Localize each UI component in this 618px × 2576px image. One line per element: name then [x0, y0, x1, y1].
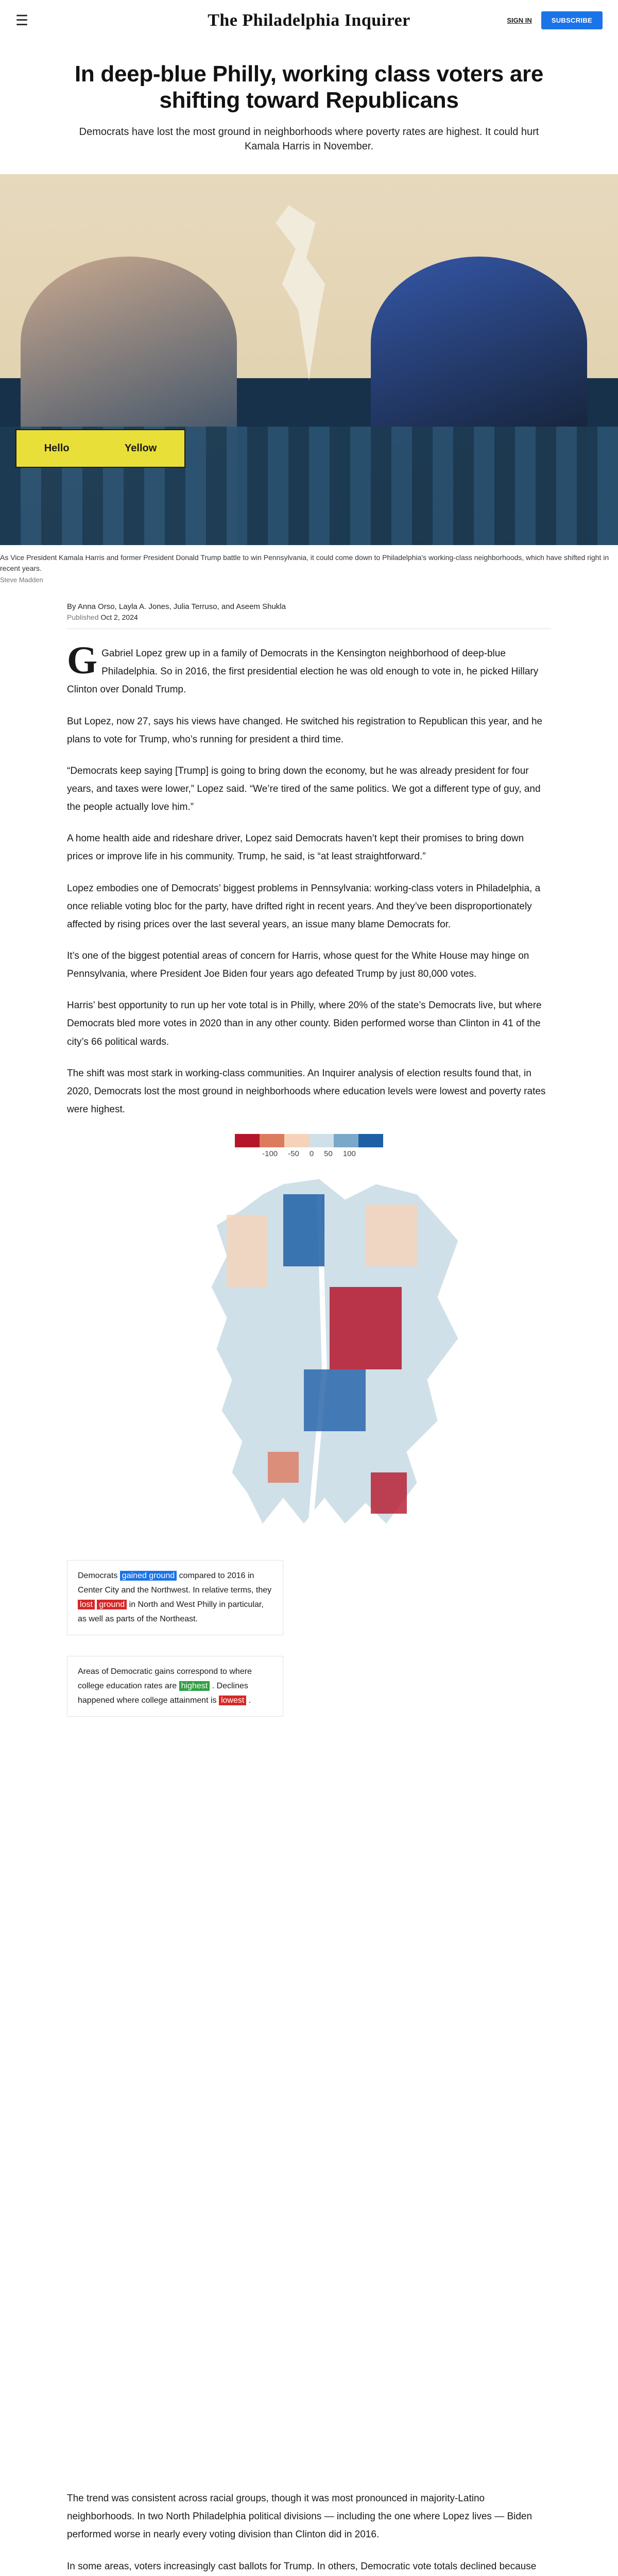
legend-swatch-100	[334, 1134, 358, 1147]
sign-in-link[interactable]: SIGN IN	[507, 16, 531, 24]
article-body-wrap: By Anna Orso, Layla A. Jones, Julia Terr…	[0, 584, 618, 2576]
map-section: -100 -50 0 50 100	[67, 1134, 551, 1717]
choropleth-map-wrap	[67, 1163, 551, 1555]
legend-swatch-0	[284, 1134, 309, 1147]
map-caption-1: Democrats gained ground compared to 2016…	[67, 1560, 283, 1635]
subscribe-button[interactable]: SUBSCRIBE	[541, 11, 603, 29]
hero-credit: Steve Madden	[0, 576, 618, 584]
choropleth-map	[149, 1163, 469, 1555]
byline-block: By Anna Orso, Layla A. Jones, Julia Terr…	[67, 589, 551, 629]
article-container: In deep-blue Philly, working class voter…	[0, 41, 618, 154]
article-body-text: G Gabriel Lopez grew up in a family of D…	[67, 645, 551, 1118]
legend-swatch-neg100	[235, 1134, 260, 1147]
article-headline: In deep-blue Philly, working class voter…	[67, 61, 551, 113]
map-caption-2: Areas of Democratic gains correspond to …	[67, 1656, 283, 1717]
article-subhead: Democrats have lost the most ground in n…	[67, 125, 551, 154]
legend-swatches	[235, 1134, 383, 1147]
legend-swatch-neg50	[260, 1134, 284, 1147]
hello-yellow-billboard: Hello Yellow	[15, 429, 185, 468]
map-legend: -100 -50 0 50 100	[67, 1134, 551, 1158]
legend-swatch-50	[309, 1134, 334, 1147]
byline-authors: By Anna Orso, Layla A. Jones, Julia Terr…	[67, 602, 551, 611]
header-actions: SIGN IN SUBSCRIBE	[507, 11, 603, 29]
masthead-title: The Philadelphia Inquirer	[208, 11, 410, 30]
article-body-text-2: The trend was consistent across racial g…	[67, 2489, 551, 2576]
byline-date: Published Oct 2, 2024	[67, 613, 551, 621]
drop-cap: G	[67, 647, 101, 675]
pennsylvania-silhouette	[242, 205, 376, 380]
menu-icon[interactable]: ☰	[15, 13, 28, 28]
hero-image: Hello Yellow	[0, 174, 618, 545]
site-header: ☰ The Philadelphia Inquirer SIGN IN SUBS…	[0, 0, 618, 41]
legend-swatch-100b	[358, 1134, 383, 1147]
legend-labels: -100 -50 0 50 100	[235, 1149, 383, 1158]
hero-figure: Hello Yellow As Vice President Kamala Ha…	[0, 174, 618, 584]
hero-caption: As Vice President Kamala Harris and form…	[0, 552, 618, 574]
hero-caption-wrap: As Vice President Kamala Harris and form…	[0, 545, 618, 584]
